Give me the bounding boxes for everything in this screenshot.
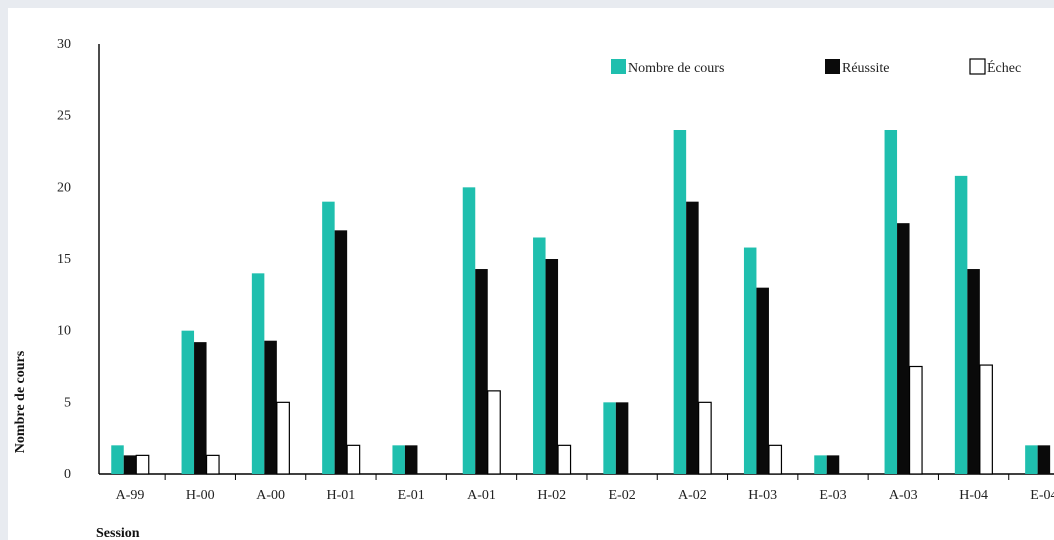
x-tick-label: E-01 bbox=[398, 488, 425, 503]
x-tick-label: A-00 bbox=[256, 488, 285, 503]
bar-cours bbox=[111, 445, 124, 474]
x-tick-label: A-99 bbox=[116, 488, 145, 503]
bar-cours bbox=[743, 247, 757, 474]
x-tick-label: H-01 bbox=[327, 488, 356, 503]
bar-reussite bbox=[123, 455, 137, 474]
y-tick-label: 15 bbox=[57, 252, 71, 267]
bar-echec bbox=[768, 444, 783, 475]
bar-cours bbox=[673, 130, 687, 474]
bar-echec bbox=[979, 364, 993, 475]
bar-echec bbox=[908, 365, 923, 475]
legend-swatch bbox=[825, 59, 840, 74]
bar-echec bbox=[698, 401, 712, 475]
bars bbox=[111, 130, 1051, 475]
y-tick-label: 25 bbox=[57, 109, 71, 124]
bar-cours bbox=[322, 201, 335, 474]
bar-cours bbox=[603, 402, 616, 474]
y-tick-label: 5 bbox=[64, 395, 71, 410]
x-tick-label: H-02 bbox=[537, 488, 566, 503]
bar-reussite bbox=[264, 340, 277, 474]
legend-swatch bbox=[611, 59, 626, 74]
bar-cours bbox=[954, 175, 968, 474]
bar-cours bbox=[814, 455, 827, 474]
x-tick-label: H-03 bbox=[748, 488, 777, 503]
bar-cours bbox=[1025, 445, 1038, 474]
x-tick-label: H-04 bbox=[959, 488, 988, 503]
legend-label: Nombre de cours bbox=[628, 61, 724, 76]
bar-echec bbox=[557, 444, 572, 475]
bar-echec bbox=[487, 390, 501, 475]
y-tick-label: 20 bbox=[57, 180, 71, 195]
y-tick-label: 30 bbox=[57, 37, 71, 52]
chart-frame: 0 5 10 15 20 25 30 A-99 H-00 A-00 H-01 E-01 A-01 H-0… bbox=[8, 8, 1054, 540]
bar-reussite bbox=[615, 402, 629, 474]
bar-reussite bbox=[897, 223, 910, 474]
legend-swatch bbox=[969, 58, 986, 75]
x-tick-label: A-02 bbox=[678, 488, 707, 503]
bar-reussite bbox=[967, 269, 980, 474]
bar-reussite bbox=[194, 342, 207, 474]
x-axis: A-99 H-00 A-00 H-01 E-01 A-01 H-02 E-02 A-02 H-03… bbox=[99, 473, 1054, 503]
bar-chart: 0 5 10 15 20 25 30 A-99 H-00 A-00 H-01 E-01 A-01 H-0… bbox=[13, 37, 1054, 540]
bar-reussite bbox=[686, 201, 699, 474]
x-tick-label: H-00 bbox=[186, 488, 215, 503]
bar-cours bbox=[884, 130, 898, 474]
bar-echec bbox=[135, 454, 150, 475]
x-tick-label: E-04 bbox=[1030, 488, 1054, 503]
legend-label: Échec bbox=[987, 59, 1021, 76]
bar-cours bbox=[251, 273, 265, 474]
bar-cours bbox=[181, 330, 195, 474]
y-axis-title: Nombre de cours bbox=[13, 350, 28, 453]
bar-reussite bbox=[545, 259, 559, 474]
legend-label: Réussite bbox=[842, 61, 889, 76]
bar-echec bbox=[276, 401, 290, 475]
bar-reussite bbox=[404, 445, 418, 474]
x-axis-title: Session bbox=[96, 526, 140, 540]
bar-reussite bbox=[1037, 445, 1051, 474]
bar-reussite bbox=[826, 455, 840, 474]
y-axis: 0 5 10 15 20 25 30 bbox=[57, 37, 100, 482]
x-tick-label: E-03 bbox=[819, 488, 846, 503]
bar-cours bbox=[462, 187, 476, 475]
x-tick-label: A-03 bbox=[889, 488, 918, 503]
bar-reussite bbox=[756, 287, 769, 474]
legend: Nombre de cours Réussite Échec bbox=[611, 58, 1021, 76]
bar-echec bbox=[346, 444, 361, 475]
y-tick-label: 0 bbox=[64, 467, 71, 482]
bar-echec bbox=[205, 454, 220, 475]
bar-reussite bbox=[334, 230, 348, 474]
y-tick-label: 10 bbox=[57, 324, 71, 339]
bar-reussite bbox=[475, 269, 488, 474]
bar-cours bbox=[533, 237, 546, 474]
bar-cours bbox=[392, 445, 405, 474]
x-tick-label: E-02 bbox=[608, 488, 635, 503]
x-tick-label: A-01 bbox=[467, 488, 496, 503]
